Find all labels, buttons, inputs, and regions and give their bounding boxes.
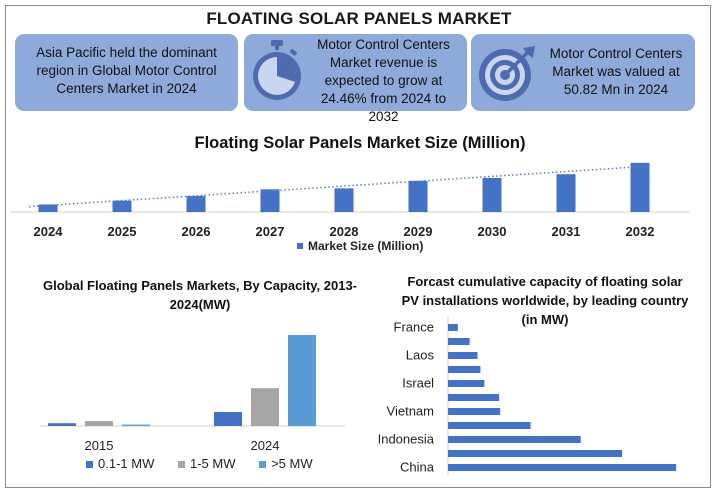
bar [448,324,458,331]
chart-title-capacity: Global Floating Panels Markets, By Capac… [42,278,358,312]
chart-title-market-size: Floating Solar Panels Market Size (Milli… [194,134,526,152]
bar [260,189,280,212]
capacity-chart: 2015 2024 [40,335,345,453]
info-card-valuation: Motor Control Centers Market was valued … [471,34,695,111]
y-tick-label: Israel [402,376,434,391]
bar [214,412,242,426]
legend-label: Market Size (Million) [308,239,423,253]
country-chart: France Laos Israel Vietnam Indonesia China [378,317,677,475]
chart-frame [5,5,711,488]
capacity-legend: 0.1-1 MW 1-5 MW >5 MW [86,456,313,471]
y-tick-label: Laos [406,348,435,363]
bar [630,162,650,212]
legend-item-0.1-1mw: 0.1-1 MW [86,456,154,471]
x-tick-label: 2030 [478,224,507,239]
bar [38,204,58,212]
bar [448,338,470,345]
bar [448,394,500,401]
info-card-region: Asia Pacific held the dominant region in… [15,34,238,111]
bar [186,195,206,212]
bar [408,180,428,212]
bar [448,450,623,457]
target-icon [479,46,535,101]
info-card-text: Asia Pacific held the dominant region in… [36,45,217,96]
x-tick-label: 2028 [330,224,359,239]
bar [448,380,485,387]
x-tick-label: 2015 [85,438,114,453]
x-tick-label: 2025 [108,224,137,239]
bar [334,188,354,212]
info-card-growth: Motor Control Centers Market revenue is … [244,34,467,124]
y-tick-label: China [400,460,435,475]
bar [448,366,481,373]
x-tick-label: 2032 [626,224,655,239]
bar [112,200,132,212]
x-tick-label: 2024 [251,438,280,453]
x-tick-label: 2026 [182,224,211,239]
info-card-text: Motor Control Centers Market was valued … [549,46,683,97]
legend-swatch [297,243,303,249]
x-tick-label: 2024 [34,224,64,239]
y-tick-label: France [394,320,434,335]
stopwatch-icon [253,40,301,100]
bar [482,177,502,212]
bar [448,464,677,471]
x-tick-label: 2031 [552,224,581,239]
x-tick-label: 2027 [256,224,285,239]
y-tick-label: Indonesia [378,432,435,447]
legend-item-gt5mw: >5 MW [259,456,313,471]
bar [48,423,76,426]
legend-item-1-5mw: 1-5 MW [177,456,235,471]
info-card-text: Motor Control Centers Market revenue is … [317,37,450,124]
bar [288,335,316,426]
y-tick-label: Vietnam [387,404,434,419]
bar [448,436,581,443]
chart-title-country: Forcast cumulative capacity of floating … [401,274,689,327]
bar [448,352,478,359]
bar [448,422,531,429]
page-title: FLOATING SOLAR PANELS MARKET [206,9,512,28]
x-tick-label: 2029 [404,224,433,239]
bar [85,421,113,426]
market-size-chart: 2024 2025 2026 2027 2028 2029 2030 2031 2032 Mark… [10,162,690,253]
bar [448,408,501,415]
bar [556,174,576,212]
bar [122,424,150,426]
bar [251,388,279,426]
